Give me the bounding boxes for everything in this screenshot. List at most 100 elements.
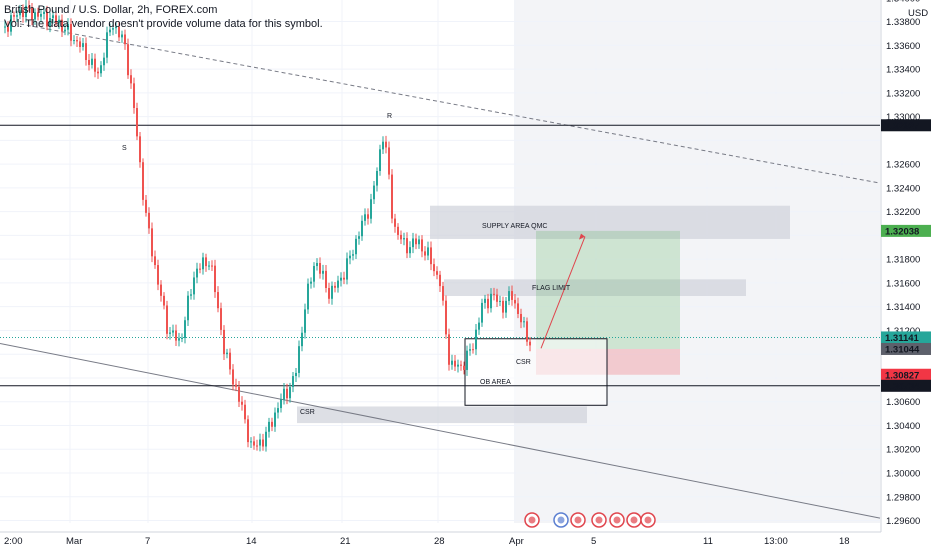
x-tick-label: 14 <box>246 536 257 547</box>
candle-body <box>193 277 195 295</box>
y-tick-label: 1.31200 <box>886 326 920 337</box>
y-tick-label: 1.33400 <box>886 65 920 76</box>
ob-area-box <box>464 338 608 406</box>
y-tick-label: 1.31400 <box>886 302 920 313</box>
candle-body <box>106 32 108 58</box>
candle-body <box>433 264 435 272</box>
price-badge-label: 1.30734 <box>885 381 920 392</box>
y-tick-label: 1.33800 <box>886 17 920 28</box>
flag-limit-zone <box>444 279 746 296</box>
candle-body <box>235 384 237 387</box>
candle-body <box>334 285 336 288</box>
candle-body <box>100 65 102 74</box>
candle-body <box>52 15 54 18</box>
candle-body <box>7 26 9 32</box>
candle-body <box>349 255 351 259</box>
candle-body <box>184 320 186 338</box>
candle-body <box>442 286 444 301</box>
candle-body <box>220 308 222 330</box>
candle-body <box>139 136 141 163</box>
candle-body <box>157 265 159 285</box>
annotation-label: S <box>122 145 127 152</box>
price-badge <box>881 224 931 237</box>
candle-body <box>523 321 525 323</box>
candle-body <box>301 332 303 347</box>
annotation-label: FLAG LIMIT <box>532 285 571 292</box>
candle-body <box>319 263 321 274</box>
candle-body <box>142 162 144 200</box>
candle-body <box>55 15 57 24</box>
candle-body <box>199 268 201 270</box>
candle-body <box>274 412 276 427</box>
candle-body <box>40 13 42 17</box>
x-tick-label: 28 <box>434 536 445 547</box>
candle-body <box>103 57 105 66</box>
candle-body <box>217 292 219 309</box>
candle-body <box>505 300 507 313</box>
y-axis-panel <box>881 0 932 532</box>
candle-body <box>76 40 78 42</box>
x-tick-label: 13:00 <box>764 536 788 547</box>
candle-body <box>418 239 420 245</box>
candle-body <box>31 7 33 20</box>
candle-body <box>367 214 369 219</box>
candle-body <box>133 83 135 109</box>
candle-body <box>64 29 66 32</box>
candle-body <box>427 247 429 256</box>
candle-body <box>289 387 291 399</box>
event-flag-dot <box>528 516 536 524</box>
price-badge <box>881 331 931 344</box>
candle-body <box>499 300 501 302</box>
candle-body <box>409 247 411 254</box>
y-tick-label: 1.33000 <box>886 112 920 123</box>
y-tick-label: 1.29600 <box>886 516 920 527</box>
candle-body <box>136 108 138 137</box>
candle-body <box>67 24 69 30</box>
candle-body <box>4 26 6 28</box>
candle-body <box>298 346 300 373</box>
candle-body <box>424 251 426 256</box>
candle-body <box>385 141 387 148</box>
candle-body <box>469 349 471 351</box>
candle-body <box>43 11 45 14</box>
target-zone <box>536 230 680 349</box>
candle-body <box>187 295 189 321</box>
candle-body <box>151 228 153 257</box>
candle-body <box>148 212 150 229</box>
x-tick-label: 2:00 <box>4 536 23 547</box>
candle-body <box>16 15 18 17</box>
candle-body <box>388 147 390 175</box>
candle-body <box>163 295 165 306</box>
candle-body <box>478 322 480 330</box>
price-badge-label: 1.31141 <box>885 333 920 344</box>
candle-body <box>517 303 519 314</box>
candle-body <box>88 59 90 65</box>
candle-body <box>256 445 258 447</box>
candle-body <box>196 268 198 278</box>
candle-body <box>313 266 315 282</box>
candle-body <box>520 313 522 323</box>
candle-body <box>70 24 72 41</box>
candle-body <box>340 277 342 281</box>
candle-body <box>430 247 432 265</box>
candle-body <box>211 265 213 267</box>
candle-body <box>481 302 483 323</box>
annotation-label: CSR <box>516 359 531 366</box>
candle-body <box>379 149 381 172</box>
candle-body <box>412 238 414 248</box>
candle-body <box>247 419 249 443</box>
price-badge <box>881 119 931 132</box>
x-tick-label: 7 <box>145 536 150 547</box>
candle-body <box>343 277 345 280</box>
candle-body <box>511 291 513 300</box>
candle-body <box>508 291 510 301</box>
event-flag-dot <box>613 516 621 524</box>
candle-body <box>292 376 294 388</box>
event-flag-dot <box>630 516 638 524</box>
y-tick-label: 1.34000 <box>886 0 920 4</box>
candle-body <box>175 330 177 341</box>
candle-body <box>13 15 15 17</box>
candle-body <box>463 365 465 370</box>
